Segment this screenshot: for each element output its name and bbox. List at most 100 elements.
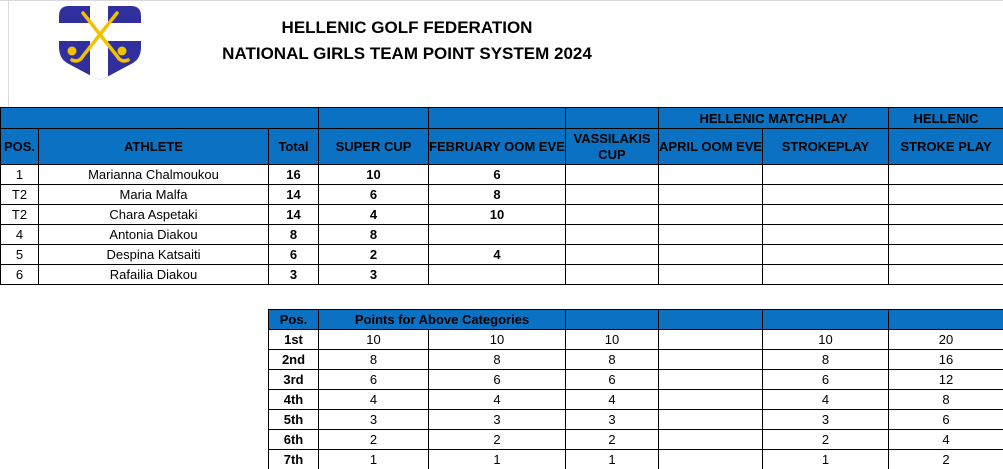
cell-rank[interactable]: 2nd — [268, 349, 319, 370]
cell-rank[interactable]: 5th — [268, 409, 319, 430]
cell-april-oom[interactable] — [658, 184, 764, 205]
cell-points[interactable]: 1 — [427, 449, 567, 469]
cell-rank[interactable]: 3rd — [268, 369, 319, 390]
cell-points[interactable]: 2 — [888, 449, 1003, 469]
cell-points[interactable]: 10 — [565, 329, 660, 350]
points-header-empty[interactable] — [565, 309, 660, 330]
cell-super-cup[interactable]: 4 — [318, 204, 430, 225]
cell-pos[interactable]: T2 — [0, 184, 39, 205]
cell-points[interactable]: 6 — [565, 369, 660, 390]
cell-athlete[interactable]: Despina Katsaiti — [38, 244, 269, 265]
cell-athlete[interactable]: Rafailia Diakou — [38, 264, 269, 285]
cell-points[interactable]: 16 — [888, 349, 1003, 370]
cell-points[interactable]: 3 — [565, 409, 660, 430]
cell-points[interactable]: 4 — [565, 389, 660, 410]
cell-points[interactable] — [658, 389, 764, 410]
cell-pos[interactable]: T2 — [0, 204, 39, 225]
cell-points[interactable]: 2 — [565, 429, 660, 450]
column-header-pos[interactable]: POS. — [0, 128, 39, 165]
cell-points[interactable] — [658, 349, 764, 370]
cell-points[interactable]: 2 — [427, 429, 567, 450]
points-header-title[interactable]: Points for Above Categories — [317, 309, 567, 330]
cell-super-cup[interactable]: 8 — [318, 224, 430, 245]
cell-april-oom[interactable] — [658, 244, 764, 265]
cell-athlete[interactable]: Marianna Chalmoukou — [38, 164, 269, 185]
column-header-super-cup[interactable]: SUPER CUP — [318, 128, 430, 165]
cell-super-cup[interactable]: 3 — [318, 264, 430, 285]
points-header-empty[interactable] — [888, 309, 1003, 330]
cell-pos[interactable]: 4 — [0, 224, 39, 245]
column-header-vassilakis-cup[interactable]: VASSILAKIS CUP — [565, 128, 660, 165]
cell-total[interactable]: 14 — [267, 204, 320, 225]
cell-points[interactable] — [658, 429, 764, 450]
cell-total[interactable]: 16 — [267, 164, 320, 185]
cell-athlete[interactable]: Maria Malfa — [38, 184, 269, 205]
cell-strokeplay[interactable] — [762, 264, 890, 285]
group-header-empty[interactable] — [428, 107, 567, 129]
cell-stroke-play[interactable] — [888, 264, 1003, 285]
cell-february-oom[interactable]: 6 — [428, 164, 567, 185]
cell-points[interactable]: 3 — [427, 409, 567, 430]
cell-stroke-play[interactable] — [888, 184, 1003, 205]
cell-february-oom[interactable] — [428, 224, 567, 245]
cell-strokeplay[interactable] — [762, 244, 890, 265]
cell-athlete[interactable]: Antonia Diakou — [38, 224, 269, 245]
column-header-february-oom[interactable]: FEBRUARY OOM EVENT — [428, 128, 567, 165]
cell-vassilakis-cup[interactable] — [565, 264, 660, 285]
cell-total[interactable]: 8 — [267, 224, 320, 245]
cell-rank[interactable]: 4th — [268, 389, 319, 410]
cell-vassilakis-cup[interactable] — [565, 244, 660, 265]
group-header-empty[interactable] — [0, 107, 320, 129]
cell-february-oom[interactable]: 8 — [428, 184, 567, 205]
cell-points[interactable]: 8 — [427, 349, 567, 370]
cell-stroke-play[interactable] — [888, 244, 1003, 265]
cell-april-oom[interactable] — [658, 224, 764, 245]
cell-points[interactable]: 6 — [427, 369, 567, 390]
cell-february-oom[interactable] — [428, 264, 567, 285]
cell-points[interactable] — [658, 369, 764, 390]
group-header-empty[interactable] — [565, 107, 660, 129]
cell-points[interactable]: 3 — [762, 409, 890, 430]
cell-points[interactable] — [658, 409, 764, 430]
column-header-april-oom[interactable]: APRIL OOM EVENT — [658, 128, 764, 165]
cell-points[interactable]: 8 — [762, 349, 890, 370]
points-header-empty[interactable] — [762, 309, 890, 330]
cell-points[interactable]: 10 — [318, 329, 429, 350]
column-header-total[interactable]: Total — [267, 128, 320, 165]
cell-pos[interactable]: 6 — [0, 264, 39, 285]
cell-rank[interactable]: 6th — [268, 429, 319, 450]
cell-vassilakis-cup[interactable] — [565, 184, 660, 205]
cell-points[interactable]: 4 — [318, 389, 429, 410]
cell-super-cup[interactable]: 10 — [318, 164, 430, 185]
cell-stroke-play[interactable] — [888, 224, 1003, 245]
group-header-hellenic-matchplay[interactable]: HELLENIC MATCHPLAY — [658, 107, 890, 129]
cell-strokeplay[interactable] — [762, 204, 890, 225]
cell-points[interactable]: 4 — [427, 389, 567, 410]
points-header-pos[interactable]: Pos. — [268, 309, 319, 330]
column-header-stroke-play[interactable]: STROKE PLAY — [888, 128, 1003, 165]
cell-strokeplay[interactable] — [762, 164, 890, 185]
cell-points[interactable]: 1 — [318, 449, 429, 469]
cell-super-cup[interactable]: 2 — [318, 244, 430, 265]
cell-points[interactable]: 3 — [318, 409, 429, 430]
cell-points[interactable]: 2 — [318, 429, 429, 450]
cell-vassilakis-cup[interactable] — [565, 224, 660, 245]
cell-points[interactable]: 8 — [888, 389, 1003, 410]
cell-points[interactable]: 10 — [427, 329, 567, 350]
group-header-empty[interactable] — [318, 107, 430, 129]
cell-total[interactable]: 3 — [267, 264, 320, 285]
cell-rank[interactable]: 1st — [268, 329, 319, 350]
cell-points[interactable]: 20 — [888, 329, 1003, 350]
cell-points[interactable]: 6 — [762, 369, 890, 390]
points-header-empty[interactable] — [658, 309, 764, 330]
cell-april-oom[interactable] — [658, 204, 764, 225]
cell-athlete[interactable]: Chara Aspetaki — [38, 204, 269, 225]
cell-total[interactable]: 14 — [267, 184, 320, 205]
cell-total[interactable]: 6 — [267, 244, 320, 265]
cell-strokeplay[interactable] — [762, 224, 890, 245]
cell-points[interactable]: 4 — [762, 389, 890, 410]
cell-pos[interactable]: 5 — [0, 244, 39, 265]
cell-april-oom[interactable] — [658, 164, 764, 185]
cell-points[interactable]: 12 — [888, 369, 1003, 390]
cell-points[interactable]: 6 — [318, 369, 429, 390]
